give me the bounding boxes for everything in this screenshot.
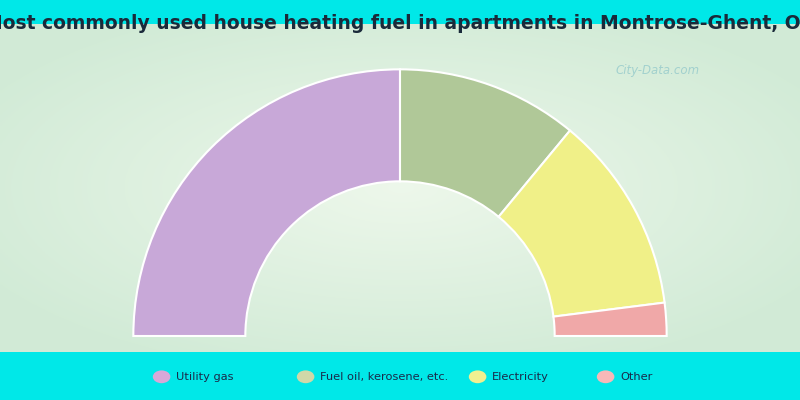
Wedge shape: [400, 69, 570, 217]
Text: Fuel oil, kerosene, etc.: Fuel oil, kerosene, etc.: [320, 372, 448, 382]
Text: Most commonly used house heating fuel in apartments in Montrose-Ghent, OH: Most commonly used house heating fuel in…: [0, 14, 800, 33]
Text: Other: Other: [620, 372, 652, 382]
Text: Utility gas: Utility gas: [176, 372, 234, 382]
Text: City-Data.com: City-Data.com: [616, 64, 700, 77]
Wedge shape: [498, 130, 665, 317]
Text: Electricity: Electricity: [492, 372, 549, 382]
Wedge shape: [554, 302, 666, 336]
Wedge shape: [134, 69, 400, 336]
